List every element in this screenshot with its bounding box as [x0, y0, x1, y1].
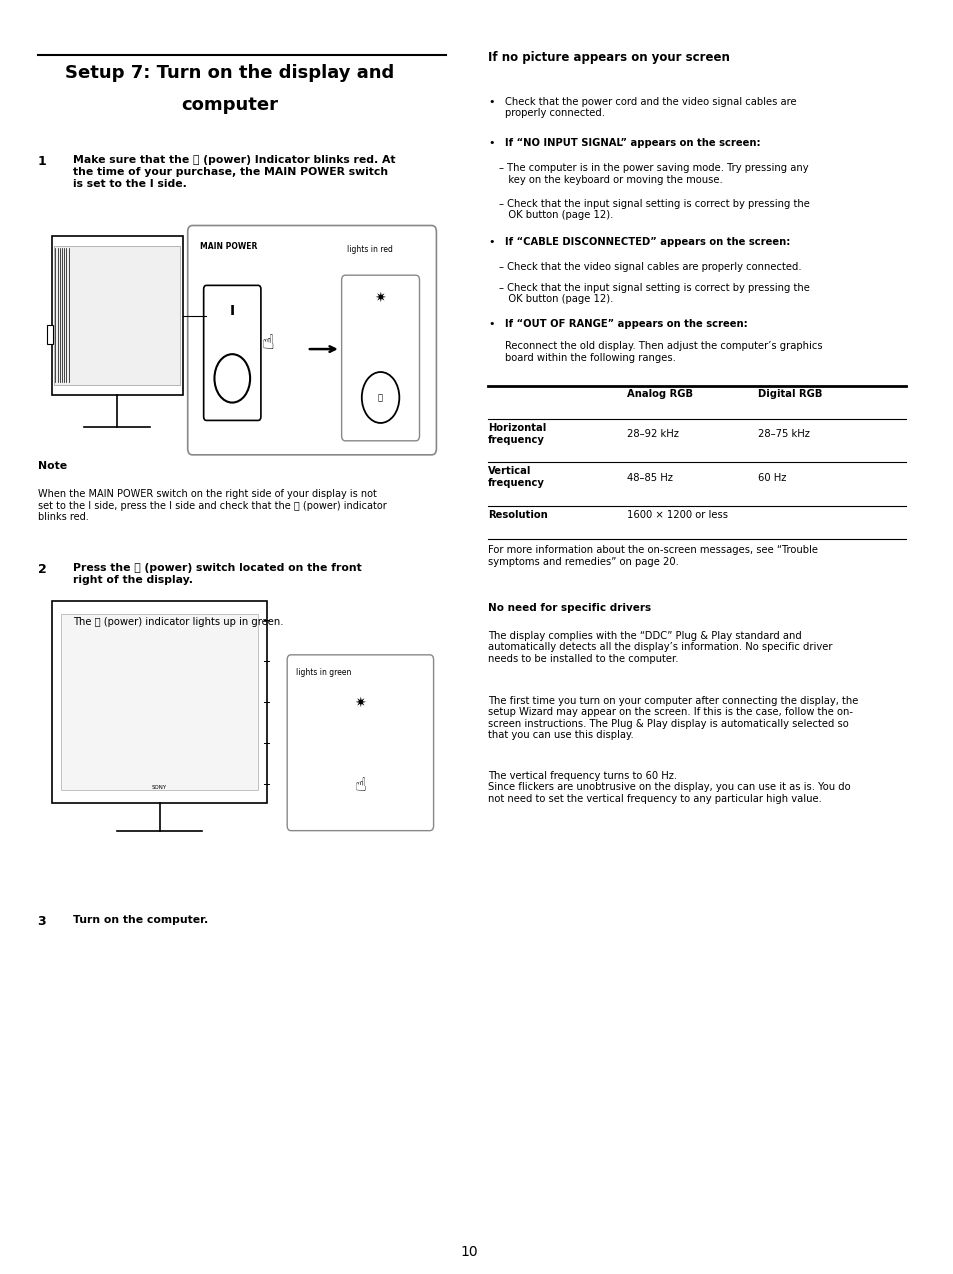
Bar: [54, 246, 180, 385]
Text: Turn on the computer.: Turn on the computer.: [73, 915, 209, 925]
Bar: [51, 601, 267, 803]
Text: ✷: ✷: [355, 696, 366, 710]
Text: 10: 10: [460, 1245, 477, 1259]
Text: 1600 × 1200 or less: 1600 × 1200 or less: [626, 510, 727, 520]
Text: Reconnect the old display. Then adjust the computer’s graphics
board within the : Reconnect the old display. Then adjust t…: [504, 341, 821, 363]
Bar: [47, 325, 52, 344]
Text: 28–92 kHz: 28–92 kHz: [626, 429, 679, 440]
Text: ⏻: ⏻: [377, 392, 383, 403]
Text: The vertical frequency turns to 60 Hz.
Since flickers are unobtrusive on the dis: The vertical frequency turns to 60 Hz. S…: [488, 771, 850, 804]
Text: ☝: ☝: [261, 333, 274, 353]
Text: ✷: ✷: [375, 290, 386, 304]
Text: If “NO INPUT SIGNAL” appears on the screen:: If “NO INPUT SIGNAL” appears on the scre…: [504, 138, 760, 148]
Text: Setup 7: Turn on the display and: Setup 7: Turn on the display and: [65, 64, 395, 82]
Text: ☝: ☝: [355, 776, 366, 795]
Text: MAIN POWER: MAIN POWER: [200, 242, 257, 251]
Text: If no picture appears on your screen: If no picture appears on your screen: [488, 51, 729, 64]
Text: lights in red: lights in red: [347, 245, 393, 254]
Text: 1: 1: [37, 155, 47, 168]
Text: computer: computer: [181, 96, 278, 113]
Text: 60 Hz: 60 Hz: [758, 473, 786, 483]
Text: 3: 3: [37, 915, 46, 927]
Text: – Check that the video signal cables are properly connected.: – Check that the video signal cables are…: [498, 262, 801, 273]
Text: SONY: SONY: [152, 785, 167, 790]
Text: – Check that the input signal setting is correct by pressing the
   OK button (p: – Check that the input signal setting is…: [498, 199, 809, 220]
Text: Press the ⏻ (power) switch located on the front
right of the display.: Press the ⏻ (power) switch located on th…: [73, 563, 361, 585]
Text: Horizontal
frequency: Horizontal frequency: [488, 423, 546, 445]
Text: – Check that the input signal setting is correct by pressing the
   OK button (p: – Check that the input signal setting is…: [498, 283, 809, 304]
Text: lights in green: lights in green: [295, 668, 351, 676]
Text: If “CABLE DISCONNECTED” appears on the screen:: If “CABLE DISCONNECTED” appears on the s…: [504, 237, 789, 247]
Text: •: •: [488, 138, 494, 148]
Text: The first time you turn on your computer after connecting the display, the
setup: The first time you turn on your computer…: [488, 696, 858, 740]
Text: Vertical
frequency: Vertical frequency: [488, 466, 544, 488]
Text: Analog RGB: Analog RGB: [626, 389, 692, 399]
FancyBboxPatch shape: [203, 285, 260, 420]
Text: Resolution: Resolution: [488, 510, 547, 520]
Text: For more information about the on-screen messages, see “Trouble
symptoms and rem: For more information about the on-screen…: [488, 545, 817, 567]
Bar: [61, 614, 258, 790]
Text: If “OUT OF RANGE” appears on the screen:: If “OUT OF RANGE” appears on the screen:: [504, 318, 747, 329]
Text: 28–75 kHz: 28–75 kHz: [758, 429, 809, 440]
Text: 48–85 Hz: 48–85 Hz: [626, 473, 672, 483]
Text: The display complies with the “DDC” Plug & Play standard and
automatically detec: The display complies with the “DDC” Plug…: [488, 631, 832, 664]
Text: Check that the power cord and the video signal cables are
properly connected.: Check that the power cord and the video …: [504, 97, 796, 118]
Text: Digital RGB: Digital RGB: [758, 389, 821, 399]
Text: •: •: [488, 237, 494, 247]
Text: Make sure that the ⏻ (power) Indicator blinks red. At
the time of your purchase,: Make sure that the ⏻ (power) Indicator b…: [73, 155, 395, 189]
Text: I: I: [230, 304, 234, 318]
FancyBboxPatch shape: [188, 225, 436, 455]
Text: •: •: [488, 97, 494, 107]
Text: •: •: [488, 318, 494, 329]
Bar: [51, 236, 183, 395]
FancyBboxPatch shape: [341, 275, 419, 441]
FancyBboxPatch shape: [287, 655, 434, 831]
Text: 2: 2: [37, 563, 47, 576]
Text: No need for specific drivers: No need for specific drivers: [488, 603, 651, 613]
Text: The ⏻ (power) indicator lights up in green.: The ⏻ (power) indicator lights up in gre…: [73, 617, 283, 627]
Text: When the MAIN POWER switch on the right side of your display is not
set to the I: When the MAIN POWER switch on the right …: [37, 489, 386, 522]
Text: – The computer is in the power saving mode. Try pressing any
   key on the keybo: – The computer is in the power saving mo…: [498, 163, 808, 185]
Text: Note: Note: [37, 461, 67, 471]
